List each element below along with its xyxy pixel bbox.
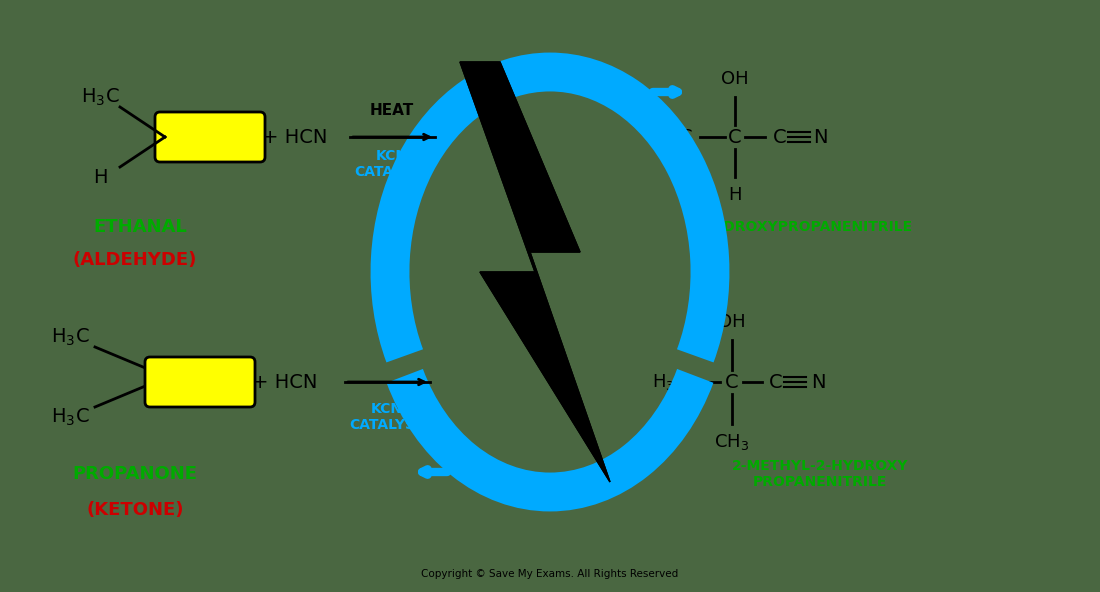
Text: PROPANONE: PROPANONE [73,465,198,483]
Text: N: N [811,372,825,391]
Text: CH$_3$: CH$_3$ [714,432,749,452]
Text: OH: OH [722,70,749,88]
Text: + HCN: + HCN [262,127,328,146]
Text: C: C [769,372,783,391]
Text: C=O: C=O [163,128,207,146]
Text: OH: OH [718,313,746,331]
Polygon shape [460,62,610,482]
Text: KCN
CATALYST: KCN CATALYST [354,149,430,179]
Text: C=O: C=O [153,373,197,391]
Text: (ALDEHYDE): (ALDEHYDE) [73,251,197,269]
Text: Copyright © Save My Exams. All Rights Reserved: Copyright © Save My Exams. All Rights Re… [421,569,679,579]
Text: H$_3$C: H$_3$C [657,127,693,147]
Text: H$_3$C: H$_3$C [80,86,119,108]
Text: (KETONE): (KETONE) [86,501,184,519]
Text: H: H [92,168,108,186]
Text: ETHANAL: ETHANAL [94,218,187,236]
Text: H$_3$C: H$_3$C [652,372,688,392]
FancyBboxPatch shape [155,112,265,162]
Text: C: C [773,127,786,146]
Text: H$_3$C: H$_3$C [51,406,89,427]
Text: H$_3$C: H$_3$C [51,326,89,348]
Text: H: H [728,186,741,204]
FancyBboxPatch shape [145,357,255,407]
Text: N: N [813,127,827,146]
Text: HEAT: HEAT [370,102,414,117]
Text: KCN
CATALYST: KCN CATALYST [349,402,425,432]
Polygon shape [460,62,610,482]
Text: C: C [728,127,741,146]
Text: + HCN: + HCN [252,372,318,391]
Text: C: C [725,372,739,391]
Text: 2-HYDROXYPROPANENITRILE: 2-HYDROXYPROPANENITRILE [686,220,913,234]
Text: 2-METHYL-2-HYDROXY
PROPANENITRILE: 2-METHYL-2-HYDROXY PROPANENITRILE [732,459,909,489]
